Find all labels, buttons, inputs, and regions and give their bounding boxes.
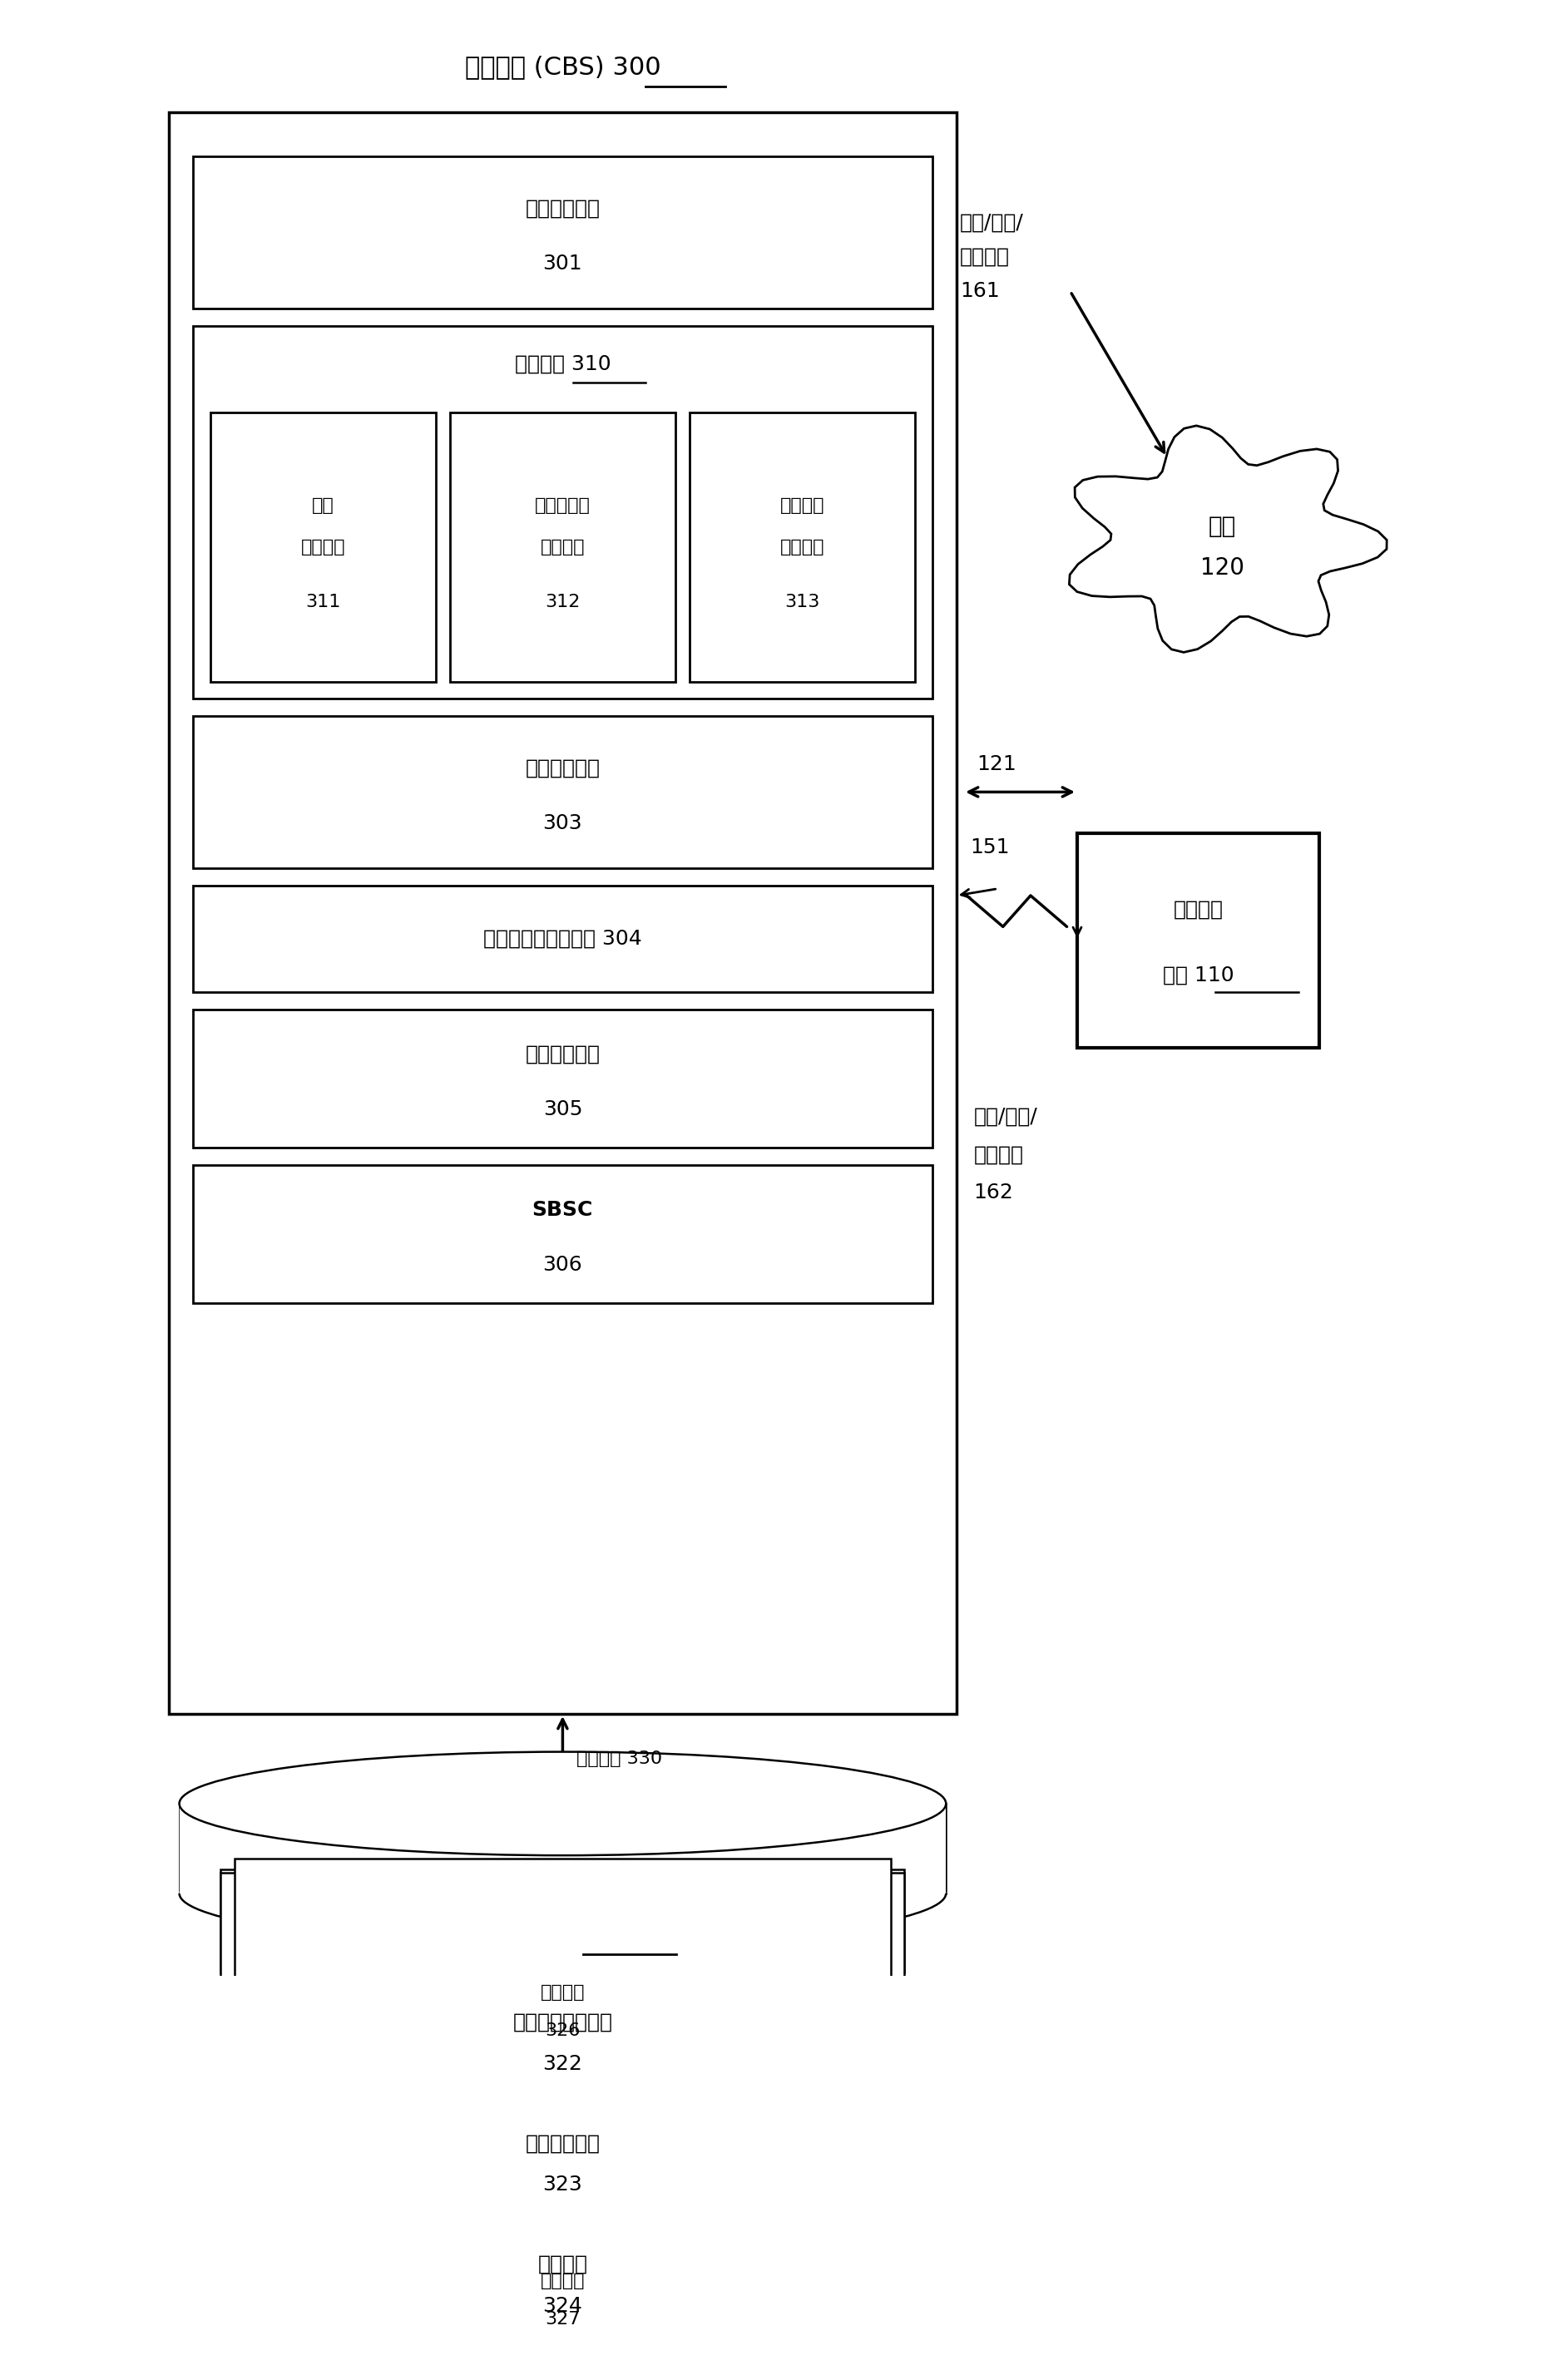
Ellipse shape	[179, 1752, 946, 1856]
Text: 无线电频率: 无线电频率	[534, 497, 589, 514]
Polygon shape	[193, 885, 932, 992]
Polygon shape	[221, 1873, 904, 2370]
Text: 装置 110: 装置 110	[1162, 964, 1233, 985]
Text: 无线通信: 无线通信	[1173, 900, 1222, 919]
Text: 自适应无线通信部件 304: 自适应无线通信部件 304	[483, 928, 642, 950]
Text: 认知基站 (CBS) 300: 认知基站 (CBS) 300	[464, 55, 660, 79]
Text: 151: 151	[969, 838, 1009, 857]
Polygon shape	[193, 1009, 932, 1147]
Text: 附加噪声: 附加噪声	[540, 2273, 585, 2290]
Polygon shape	[221, 2232, 904, 2335]
Text: 121: 121	[977, 754, 1017, 774]
Text: 305: 305	[543, 1100, 582, 1119]
Ellipse shape	[179, 1842, 946, 1944]
Text: 计算部件: 计算部件	[301, 538, 346, 555]
Polygon shape	[221, 1990, 904, 2094]
Text: SBSC: SBSC	[532, 1200, 593, 1219]
Text: 价格数据: 价格数据	[974, 1145, 1023, 1164]
Text: 120: 120	[1199, 557, 1244, 578]
Text: 数据总线 330: 数据总线 330	[576, 1749, 662, 1766]
Polygon shape	[210, 412, 435, 681]
Polygon shape	[1069, 426, 1386, 652]
Text: 信号功率数据: 信号功率数据	[525, 1892, 600, 1911]
Text: 价格数据: 价格数据	[537, 2254, 588, 2275]
Text: 306: 306	[543, 1254, 582, 1276]
Polygon shape	[235, 2147, 890, 2380]
Text: 服务质量历史数据: 服务质量历史数据	[512, 2013, 613, 2033]
Polygon shape	[179, 1804, 946, 1894]
Text: 301: 301	[543, 255, 582, 274]
Text: 312: 312	[545, 593, 580, 609]
Text: 测量部件: 测量部件	[540, 538, 585, 555]
Text: 322: 322	[543, 2054, 582, 2073]
Polygon shape	[1077, 833, 1318, 1047]
Text: 初始噪声: 初始噪声	[540, 1985, 585, 2002]
Text: 发送方向数据: 发送方向数据	[525, 2132, 600, 2154]
Text: 324: 324	[543, 2297, 582, 2316]
Text: 数据库 320: 数据库 320	[515, 1923, 609, 1947]
Polygon shape	[193, 326, 932, 700]
Text: 327: 327	[545, 2311, 580, 2328]
Text: 网络: 网络	[1208, 514, 1236, 538]
Text: 信道选择部件: 信道选择部件	[525, 1045, 600, 1064]
Polygon shape	[193, 157, 932, 309]
Polygon shape	[168, 112, 955, 1714]
Text: 313: 313	[784, 593, 819, 609]
Text: 发送方向: 发送方向	[779, 497, 824, 514]
Text: 噪声: 噪声	[312, 497, 335, 514]
Text: 价格数据: 价格数据	[960, 248, 1009, 267]
Text: 303: 303	[543, 814, 582, 833]
Text: 321: 321	[543, 1933, 582, 1954]
Text: 信道探测部件: 信道探测部件	[525, 198, 600, 219]
Polygon shape	[193, 1164, 932, 1302]
Polygon shape	[221, 2111, 904, 2213]
Polygon shape	[235, 1859, 890, 2161]
Text: 测量/选择/: 测量/选择/	[974, 1107, 1037, 1126]
Polygon shape	[688, 412, 915, 681]
Polygon shape	[221, 1868, 904, 1973]
Text: 162: 162	[974, 1183, 1012, 1202]
Text: 311: 311	[306, 593, 341, 609]
Text: 测量/选择/: 测量/选择/	[960, 212, 1023, 233]
Text: 326: 326	[545, 2023, 580, 2040]
Text: 323: 323	[543, 2175, 582, 2194]
Text: 测量部件: 测量部件	[779, 538, 824, 555]
Text: 161: 161	[960, 281, 998, 302]
Polygon shape	[449, 412, 676, 681]
Text: 网络通信部件: 网络通信部件	[525, 757, 600, 778]
Text: 测量单元 310: 测量单元 310	[514, 355, 611, 374]
Polygon shape	[193, 716, 932, 869]
